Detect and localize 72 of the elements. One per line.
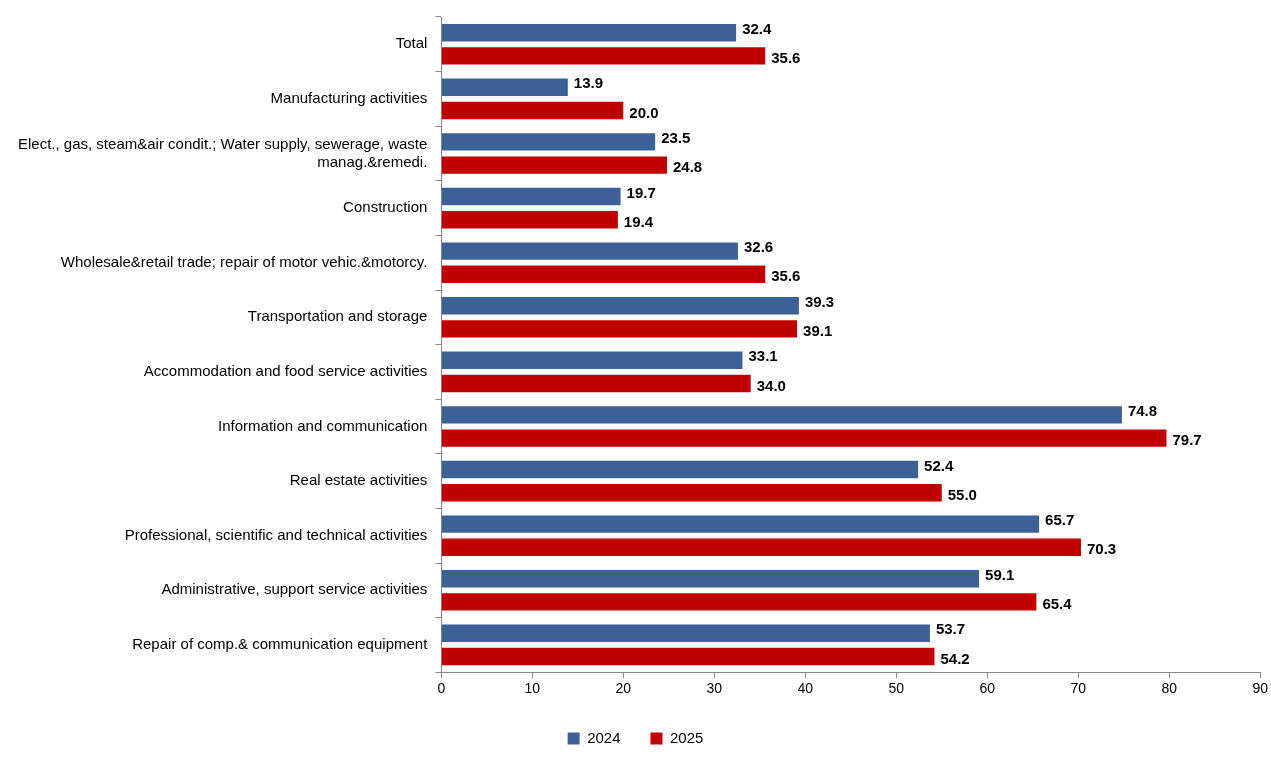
data-label: 74.8: [1127, 402, 1158, 420]
data-label: 70.3: [1086, 540, 1117, 558]
bar: [441, 624, 930, 642]
data-label: 23.5: [661, 129, 691, 147]
bar: [441, 406, 1122, 424]
bar: [441, 265, 766, 283]
x-tick-label: 10: [524, 680, 541, 697]
bar: [441, 374, 751, 393]
x-tick-label: 30: [706, 680, 723, 697]
bar: [441, 133, 656, 151]
bar: [441, 538, 1081, 556]
y-tick-label: Manufacturing activities: [270, 89, 428, 107]
data-label: 39.3: [804, 292, 835, 310]
bar: [441, 187, 621, 206]
data-label: 39.1: [803, 322, 833, 340]
data-label: 79.7: [1172, 431, 1202, 449]
bar: [441, 24, 737, 42]
data-label: 54.2: [940, 649, 970, 667]
y-tick-label: Wholesale&retail trade; repair of motor vehic.&motorcy.: [60, 252, 428, 270]
x-tick-label: 20: [615, 680, 632, 697]
bar: [441, 101, 624, 120]
data-label: 53.7: [935, 620, 966, 638]
data-label: 32.4: [742, 19, 772, 37]
bar: [441, 429, 1167, 447]
data-label: 13.9: [573, 74, 604, 92]
x-tick-label: 90: [1252, 680, 1269, 697]
data-label: 65.7: [1045, 511, 1075, 529]
y-tick-label: Repair of comp.& communication equipment: [132, 635, 429, 653]
bar: [441, 211, 618, 229]
bar: [441, 242, 738, 260]
y-tick-label: Elect., gas, steam&air condit.; Water supply, sewerage, waste manag.&remedi.: [18, 134, 428, 170]
y-tick-label: Accommodation and food service activities: [143, 362, 428, 380]
y-tick-label: Real estate activities: [289, 471, 428, 489]
bar: [441, 460, 919, 479]
bar: [441, 484, 942, 502]
x-tick-label: 70: [1070, 680, 1087, 697]
x-tick-label: 80: [1161, 680, 1178, 697]
bar: [441, 351, 743, 369]
data-label: 55.0: [947, 485, 977, 503]
data-label: 34.0: [756, 376, 786, 394]
data-label: 20.0: [629, 103, 659, 121]
data-label: 35.6: [771, 267, 801, 285]
x-tick-label: 0: [437, 680, 446, 697]
data-label: 24.8: [672, 158, 703, 176]
bar: [441, 297, 799, 315]
data-label: 52.4: [924, 456, 954, 474]
bar: [441, 156, 667, 174]
y-tick-label: Information and communication: [218, 416, 428, 434]
bar: [441, 47, 766, 65]
bar: [441, 647, 935, 666]
data-label: 59.1: [985, 565, 1015, 583]
y-tick-label: Construction: [343, 198, 428, 216]
bar: [441, 593, 1037, 611]
data-label: 19.4: [623, 212, 654, 230]
y-tick-label: Professional, scientific and technical activities: [124, 525, 428, 543]
legend-label: 2024: [587, 728, 621, 746]
x-tick-label: 40: [797, 680, 814, 697]
bar: [441, 320, 798, 338]
bar: [441, 515, 1040, 533]
y-tick-label: Total: [395, 34, 428, 52]
y-tick-label: Administrative, support service activities: [161, 580, 428, 598]
x-tick-label: 50: [888, 680, 905, 697]
data-label: 32.6: [743, 238, 774, 256]
data-label: 65.4: [1042, 595, 1073, 613]
data-label: 35.6: [771, 49, 801, 67]
bar: [441, 78, 568, 96]
x-tick-label: 60: [979, 680, 996, 697]
y-tick-label: Transportation and storage: [247, 307, 428, 325]
data-label: 19.7: [626, 183, 656, 201]
bar: [441, 570, 980, 588]
data-label: 33.1: [748, 347, 778, 365]
legend-label: 2025: [670, 728, 704, 746]
